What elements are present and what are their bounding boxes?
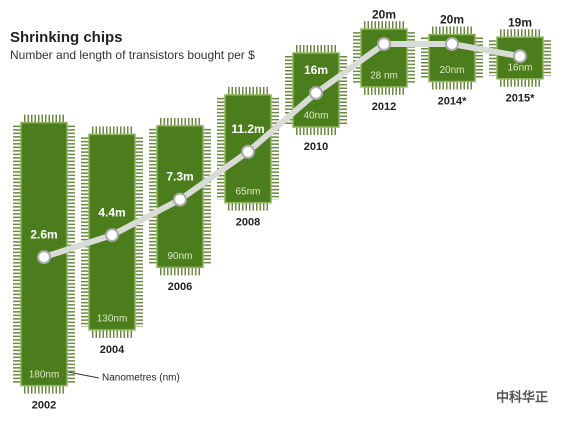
- x-tick-label: 2006: [168, 281, 192, 293]
- x-tick-label: 2014*: [438, 95, 467, 107]
- annotation-pointer: [67, 371, 100, 379]
- value-label: 2.6m: [30, 227, 57, 241]
- node-label: 65nm: [235, 186, 260, 197]
- value-label: 20m: [440, 13, 464, 27]
- point: [37, 250, 51, 265]
- point: [309, 86, 323, 100]
- value-label: 11.2m: [231, 122, 264, 136]
- point: [513, 49, 527, 64]
- x-tick-label: 2015*: [506, 93, 535, 105]
- node-label: 16nm: [507, 62, 532, 73]
- point: [377, 37, 391, 51]
- x-tick-label: 2010: [304, 141, 328, 153]
- trend-line: [43, 41, 521, 261]
- value-label: 4.4m: [98, 205, 125, 219]
- node-label: 20nm: [439, 65, 464, 76]
- value-label: 20m: [372, 7, 396, 21]
- value-label: 7.3m: [166, 170, 193, 184]
- value-label: 19m: [508, 15, 532, 29]
- node-label: 130nm: [97, 313, 128, 324]
- x-tick-label: 2002: [32, 400, 56, 412]
- annotation: Nanometres (nm): [102, 373, 180, 384]
- node-label: 40nm: [303, 111, 328, 122]
- x-tick-label: 2012: [372, 101, 396, 113]
- x-tick-label: 2008: [236, 217, 260, 229]
- node-label: 28 nm: [370, 71, 398, 82]
- node-label: 180nm: [29, 369, 60, 380]
- chart-subtitle: Number and length of transistors bought …: [10, 48, 255, 62]
- x-tick-label: 2004: [100, 344, 125, 356]
- chart-title: Shrinking chips: [10, 29, 123, 46]
- point: [173, 192, 187, 207]
- node-label: 90nm: [167, 251, 192, 262]
- point: [105, 228, 119, 243]
- value-label: 16m: [304, 63, 328, 77]
- point: [445, 37, 459, 51]
- watermark: 中科华正: [496, 389, 548, 404]
- point: [241, 144, 255, 159]
